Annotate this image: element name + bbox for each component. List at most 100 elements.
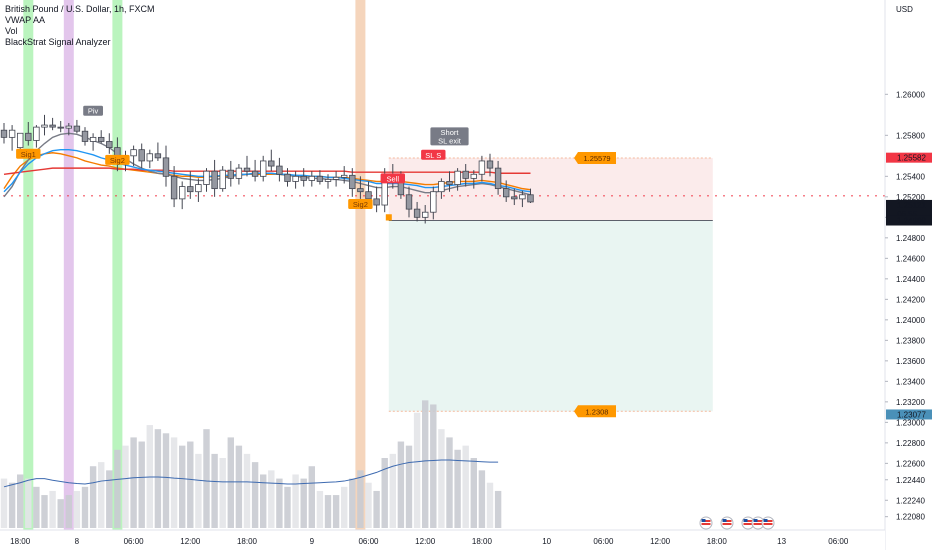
volume-bar bbox=[211, 453, 218, 528]
pivot-dot bbox=[755, 195, 757, 197]
legend-vwap[interactable]: VWAP AA bbox=[5, 15, 46, 25]
target-label: 1.2308 bbox=[586, 407, 609, 416]
price-tick-label: 1.24000 bbox=[896, 316, 925, 325]
signal-label-0: Sig1 bbox=[21, 150, 36, 159]
pivot-dot bbox=[883, 195, 885, 197]
candle-body bbox=[332, 176, 340, 180]
time-tick-label-14: 06:00 bbox=[828, 537, 849, 546]
candle-body bbox=[49, 124, 56, 128]
pivot-dot bbox=[51, 195, 53, 197]
pivot-dot bbox=[803, 195, 805, 197]
pivot-dot bbox=[731, 195, 733, 197]
pivot-dot bbox=[419, 195, 421, 197]
pivot-dot bbox=[739, 195, 741, 197]
time-tick-label-10: 06:00 bbox=[593, 537, 614, 546]
pivot-dot bbox=[83, 195, 85, 197]
price-tick-label: 1.23600 bbox=[896, 357, 925, 366]
signal-label-4: Sell bbox=[387, 174, 400, 183]
flag-stripe bbox=[753, 520, 763, 522]
event-flag-icon[interactable] bbox=[720, 516, 734, 530]
signal-label-2: Sig2 bbox=[353, 200, 368, 209]
pivot-dot bbox=[699, 195, 701, 197]
price-tick-label: 1.23200 bbox=[896, 398, 925, 407]
chart-legend: British Pound / U.S. Dollar, 1h, FXCM VW… bbox=[5, 4, 155, 48]
volume-bar bbox=[98, 462, 105, 528]
volume-bar bbox=[405, 445, 413, 528]
volume-bar bbox=[389, 453, 396, 528]
price-tag-3: 1.23077 bbox=[897, 410, 926, 419]
pivot-dot bbox=[547, 195, 549, 197]
flag-stripe bbox=[701, 520, 711, 522]
pivot-dot bbox=[91, 195, 93, 197]
price-tick-label: 1.25400 bbox=[896, 172, 925, 181]
volume-bar bbox=[413, 412, 421, 528]
candle-body bbox=[494, 167, 502, 190]
pivot-dot bbox=[43, 195, 45, 197]
price-tick-label: 1.22600 bbox=[896, 459, 925, 468]
signal-band-3 bbox=[355, 0, 366, 530]
price-axis-unit: USD bbox=[896, 5, 913, 14]
pivot-dot bbox=[331, 195, 333, 197]
flag-stripe bbox=[743, 523, 753, 525]
candle-body bbox=[16, 132, 24, 149]
pivot-dot bbox=[155, 195, 157, 197]
pivot-dot bbox=[707, 195, 709, 197]
legend-symbol[interactable]: British Pound / U.S. Dollar, 1h, FXCM bbox=[5, 4, 155, 14]
candle-body bbox=[486, 160, 494, 169]
candle-body bbox=[397, 181, 405, 196]
volume-bar bbox=[454, 449, 461, 528]
candle-body bbox=[98, 136, 105, 142]
volume-bar bbox=[292, 474, 299, 528]
volume-bar bbox=[470, 458, 477, 528]
legend-vol[interactable]: Vol bbox=[5, 26, 18, 36]
pivot-dot bbox=[195, 195, 197, 197]
volume-bar bbox=[162, 433, 170, 528]
price-tick-label: 1.22080 bbox=[896, 513, 925, 522]
pivot-dot bbox=[643, 195, 645, 197]
event-flag-icon[interactable] bbox=[699, 516, 713, 530]
volume-bar bbox=[130, 437, 137, 528]
volume-bar bbox=[332, 495, 340, 528]
time-tick-label-2: 06:00 bbox=[124, 537, 145, 546]
candle-body bbox=[219, 169, 226, 190]
pivot-dot bbox=[99, 195, 101, 197]
price-tag-0: 1.25582 bbox=[897, 154, 926, 163]
volume-bar bbox=[324, 495, 332, 528]
candle-body bbox=[316, 175, 324, 182]
pivot-dot bbox=[827, 195, 829, 197]
candle-body bbox=[340, 174, 348, 178]
pivot-dot bbox=[867, 195, 869, 197]
time-tick-label-12: 18:00 bbox=[707, 537, 728, 546]
pivot-dot bbox=[59, 195, 61, 197]
volume-bar bbox=[195, 453, 202, 528]
pivot-dot bbox=[211, 195, 213, 197]
volume-bar bbox=[25, 478, 32, 528]
flag-stripe bbox=[722, 520, 732, 522]
event-flag-icon[interactable] bbox=[761, 516, 775, 530]
volume-bar bbox=[381, 458, 388, 528]
pivot-dot bbox=[307, 195, 309, 197]
signal-label-bg-3 bbox=[83, 105, 103, 116]
pivot-dot bbox=[819, 195, 821, 197]
pivot-dot bbox=[587, 195, 589, 197]
pivot-dot bbox=[851, 195, 853, 197]
pivot-dot bbox=[619, 195, 621, 197]
legend-indicator[interactable]: BlackStrat Signal Analyzer bbox=[5, 37, 111, 47]
pivot-dot bbox=[275, 195, 277, 197]
candle-body bbox=[65, 125, 72, 129]
volume-bar bbox=[41, 495, 48, 528]
price-tag-bg-3 bbox=[886, 409, 932, 420]
candle-body bbox=[300, 175, 307, 181]
pivot-dot bbox=[571, 195, 573, 197]
time-tick-label-1: 8 bbox=[75, 537, 80, 546]
volume-bar bbox=[349, 478, 356, 528]
pivot-dot bbox=[123, 195, 125, 197]
volume-bar bbox=[268, 470, 275, 528]
entry-marker bbox=[385, 214, 392, 221]
price-tick-label: 1.23000 bbox=[896, 418, 925, 427]
price-tag-bg-2 bbox=[886, 215, 932, 226]
pivot-dot bbox=[347, 195, 349, 197]
signal-label-bg-2 bbox=[348, 199, 373, 210]
pivot-dot bbox=[555, 195, 557, 197]
